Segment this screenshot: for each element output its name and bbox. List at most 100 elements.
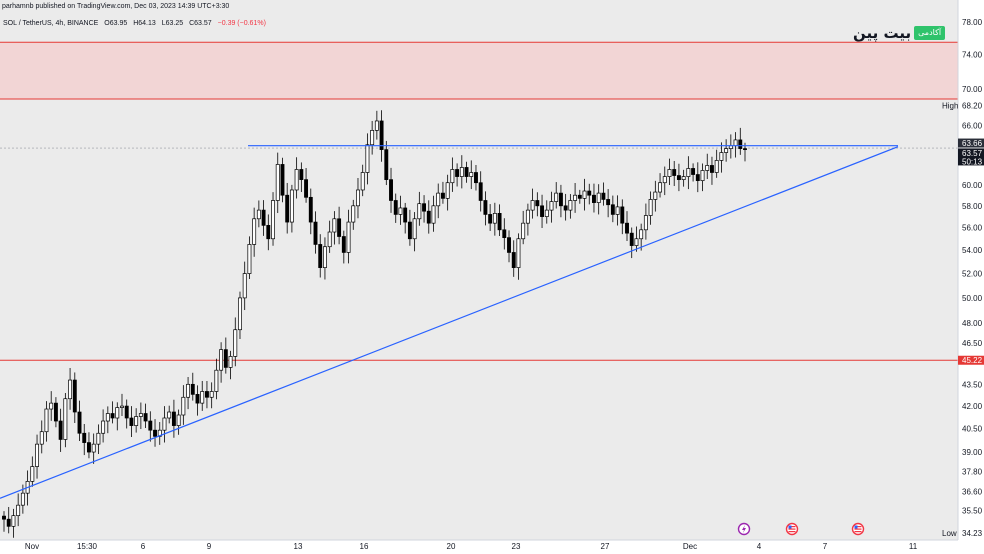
candle-body xyxy=(318,244,323,268)
price-tick-label: 78.00 xyxy=(962,18,983,27)
candle xyxy=(464,161,469,183)
candle-body xyxy=(171,411,176,426)
candle-body xyxy=(606,199,611,206)
time-tick-label: 20 xyxy=(447,542,456,551)
candle xyxy=(606,189,611,218)
candle-body xyxy=(228,356,233,368)
candle xyxy=(143,403,148,429)
candle-body xyxy=(16,504,21,517)
price-tick-label: 34.23 xyxy=(962,529,983,538)
price-tick-label: 48.00 xyxy=(962,319,983,328)
candle-body xyxy=(35,443,39,467)
time-axis[interactable] xyxy=(0,540,958,554)
candle xyxy=(610,195,615,223)
candle xyxy=(294,157,299,199)
candle-body xyxy=(681,176,686,180)
time-tick-label: 16 xyxy=(360,542,369,551)
drawing-lines[interactable] xyxy=(0,145,899,499)
flag-canton xyxy=(788,525,792,529)
low-label: Low xyxy=(942,529,957,538)
candle-body xyxy=(426,210,431,224)
candle xyxy=(450,157,455,192)
symbol-label: SOL / TetherUS, 4h, BINANCE xyxy=(3,20,99,27)
candle xyxy=(558,184,563,218)
candle-body xyxy=(587,190,592,196)
candle xyxy=(667,158,672,186)
candle xyxy=(700,163,705,192)
price-axis[interactable] xyxy=(958,0,984,540)
price-axis-labels: 78.00 74.00 70.00 68.20 66.00 63.6663.5750:13… xyxy=(942,18,984,538)
candle xyxy=(304,167,309,203)
candle-body xyxy=(558,192,563,207)
candle xyxy=(271,192,275,246)
candle-body xyxy=(497,212,502,231)
time-tick-label: 4 xyxy=(757,542,762,551)
candle-body xyxy=(714,160,719,173)
candle-body xyxy=(186,383,191,398)
candle-body xyxy=(252,218,257,245)
us-flag-icon[interactable] xyxy=(851,522,865,536)
candle xyxy=(417,191,422,226)
candle xyxy=(138,402,143,430)
candle-body xyxy=(115,407,120,419)
candle xyxy=(195,385,200,416)
candle-body xyxy=(289,189,294,223)
candle xyxy=(308,188,313,235)
candle-body xyxy=(554,192,559,202)
candle-body xyxy=(625,222,629,234)
candle-body xyxy=(719,152,724,161)
candle xyxy=(356,177,360,219)
candle xyxy=(77,400,82,442)
candle xyxy=(596,184,601,215)
countdown-label: 50:13 xyxy=(962,157,983,166)
candle-body xyxy=(431,205,436,224)
candle xyxy=(261,200,266,236)
lightning-icon[interactable] xyxy=(737,522,751,536)
candle xyxy=(620,199,625,235)
candle xyxy=(223,337,228,374)
price-tick-label: 39.00 xyxy=(962,448,983,457)
candle xyxy=(469,160,474,190)
candle-body xyxy=(370,130,375,146)
us-flag-icon[interactable] xyxy=(785,522,799,536)
candle xyxy=(30,456,35,487)
candle xyxy=(242,261,247,311)
candle xyxy=(389,167,393,213)
candle-body xyxy=(256,209,261,220)
candle-body xyxy=(332,218,337,233)
candle-body xyxy=(82,432,87,443)
candle-body xyxy=(214,369,219,392)
candle-body xyxy=(488,214,493,224)
published-note: parhamnb published on TradingView.com, D… xyxy=(2,3,230,10)
candle-body xyxy=(346,221,351,253)
candle xyxy=(124,399,129,429)
candle-body xyxy=(483,200,488,215)
candle-body xyxy=(223,349,228,368)
candle-body xyxy=(563,205,568,211)
candle-body xyxy=(540,205,545,217)
candle-body xyxy=(450,169,455,184)
candle-body xyxy=(337,218,342,237)
candle-body xyxy=(695,174,700,182)
candle-body xyxy=(691,168,696,175)
candle xyxy=(436,183,441,219)
candle xyxy=(285,182,290,234)
candle-body xyxy=(190,383,195,395)
candle xyxy=(200,380,205,411)
candle-body xyxy=(639,229,644,240)
event-markers[interactable] xyxy=(737,522,865,536)
candle xyxy=(238,291,242,339)
candle-body xyxy=(568,200,573,211)
candle-body xyxy=(242,273,247,299)
candle-body xyxy=(138,413,143,417)
candle-body xyxy=(384,149,389,180)
candle-body xyxy=(511,252,516,268)
candle-body xyxy=(365,144,370,173)
candle-body xyxy=(710,165,714,173)
candle xyxy=(672,160,677,187)
candle xyxy=(214,358,219,400)
candle xyxy=(129,406,134,438)
candle-body xyxy=(601,192,606,200)
candle-body xyxy=(53,402,58,422)
